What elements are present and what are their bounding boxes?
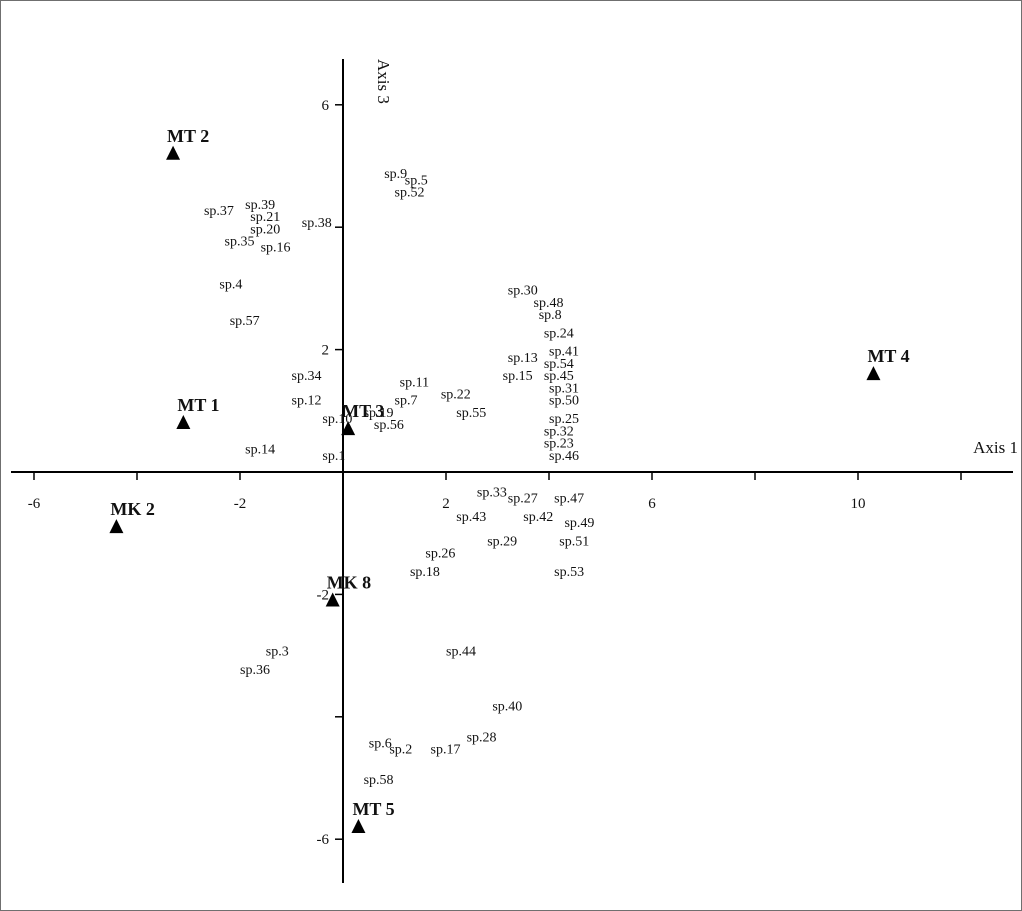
y-tick-label: 6 [322,98,330,114]
species-label: sp.6 [369,736,392,751]
species-label: sp.56 [374,418,404,433]
species-label: sp.19 [364,406,394,421]
site-marker [109,519,124,534]
species-label: sp.20 [250,222,280,237]
species-label: sp.52 [395,186,425,201]
species-label: sp.24 [544,326,574,341]
site-marker [341,421,356,436]
species-label: sp.28 [467,730,497,745]
species-label: sp.41 [549,345,579,360]
y-axis-label: Axis 3 [374,59,393,104]
species-label: sp.47 [554,492,584,507]
species-label: sp.48 [534,296,564,311]
species-label: sp.3 [266,645,289,660]
species-label: sp.16 [261,241,291,256]
species-label: sp.1 [322,449,345,464]
species-label: sp.10 [322,412,352,427]
species-label: sp.29 [487,534,517,549]
species-label: sp.17 [431,743,461,758]
site-label: MT 2 [167,126,209,146]
site-points: MT 2 MT 1 MT 3 MT 4 MK 2 MK 8 MT 5 [109,126,910,833]
species-label: sp.23 [544,437,574,452]
species-label: sp.4 [219,277,242,292]
species-label: sp.27 [508,492,538,507]
species-label: sp.34 [292,369,322,384]
species-label: sp.9 [384,167,407,182]
species-label: sp.37 [204,204,234,219]
species-label: sp.44 [446,645,476,660]
species-label: sp.49 [564,516,594,531]
site-label: MT 1 [177,395,219,415]
site-label: MK 2 [110,499,154,519]
x-tick-label: -2 [234,496,247,512]
species-label: sp.55 [456,406,486,421]
x-axis-label: Axis 1 [973,438,1018,457]
species-label: sp.50 [549,394,579,409]
site-label: MT 3 [342,401,384,421]
species-label: sp.22 [441,388,471,403]
x-tick-label: -6 [28,496,41,512]
species-label: sp.32 [544,424,574,439]
y-tick-label: 2 [322,343,330,359]
species-label: sp.53 [554,565,584,580]
species-label: sp.31 [549,381,579,396]
species-label: sp.15 [503,369,533,384]
species-label: sp.21 [250,210,280,225]
site-label: MT 5 [352,799,394,819]
species-label: sp.7 [395,394,418,409]
species-label: sp.42 [523,510,553,525]
site-marker [176,415,191,430]
site-label: MK 8 [327,573,372,593]
species-label: sp.25 [549,412,579,427]
species-label: sp.51 [559,534,589,549]
species-label: sp.26 [425,547,455,562]
species-label: sp.43 [456,510,486,525]
species-label: sp.2 [389,743,412,758]
y-tick-label: -6 [317,832,330,848]
species-label: sp.46 [549,449,579,464]
axes [11,59,1013,883]
species-label: sp.8 [539,308,562,323]
axis-ticks: -6 -2 2 6 10 6 2 -2 -6 [28,98,962,848]
x-tick-label: 2 [442,496,450,512]
site-marker [351,818,366,833]
site-marker [166,145,181,160]
site-label: MT 4 [867,346,909,366]
site-marker [866,366,881,381]
species-label: sp.33 [477,485,507,500]
species-label: sp.38 [302,216,332,231]
species-label: sp.58 [364,773,394,788]
species-label: sp.54 [544,357,574,372]
y-tick-label: -2 [317,587,330,603]
species-label: sp.5 [405,173,428,188]
x-tick-label: 10 [851,496,866,512]
species-label: sp.30 [508,284,538,299]
species-label: sp.57 [230,314,260,329]
species-label: sp.39 [245,198,275,213]
species-label: sp.11 [400,375,429,390]
x-tick-label: 6 [648,496,656,512]
species-label: sp.18 [410,565,440,580]
species-label: sp.40 [492,700,522,715]
species-label: sp.14 [245,443,275,458]
species-label: sp.36 [240,663,270,678]
species-label: sp.13 [508,351,538,366]
species-label: sp.12 [292,394,322,409]
site-marker [325,592,340,607]
species-label: sp.35 [225,235,255,250]
species-label: sp.45 [544,369,574,384]
